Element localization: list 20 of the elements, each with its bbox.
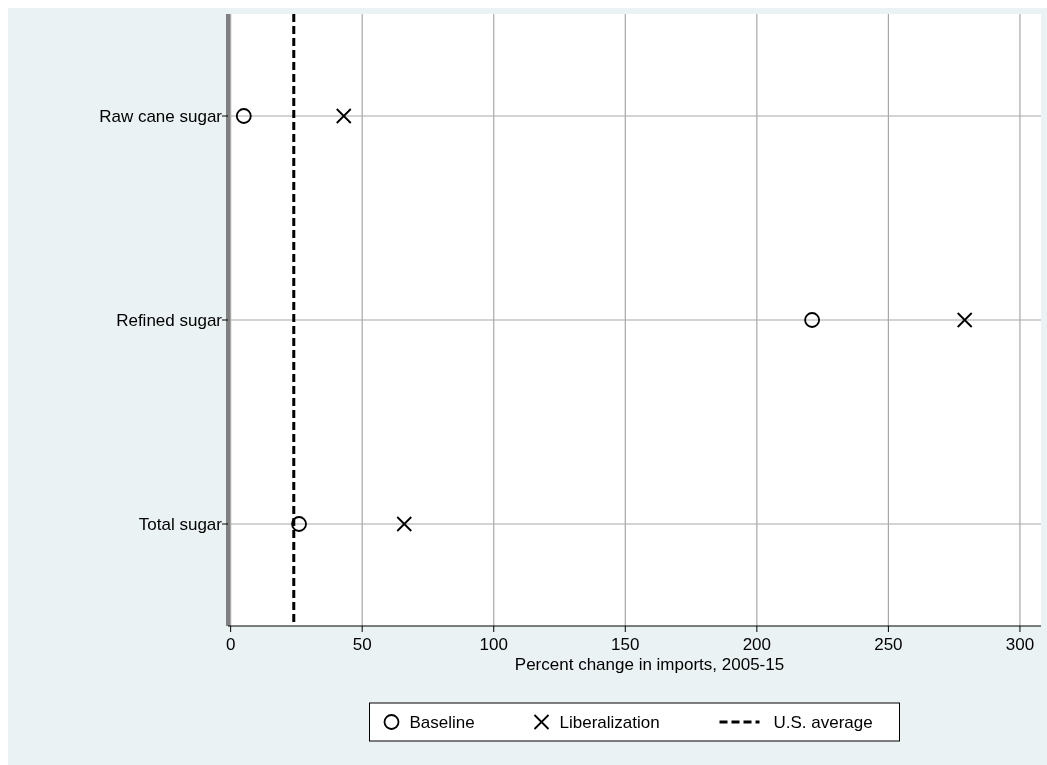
legend-label: Liberalization (559, 713, 660, 732)
x-axis-title: Percent change in imports, 2005-15 (514, 655, 785, 674)
x-tick-label: 0 (225, 635, 236, 654)
point (291, 516, 307, 532)
y-tick-label: Raw cane sugar (99, 107, 223, 126)
legend-label: Baseline (409, 713, 475, 732)
x-tick-label: 250 (874, 635, 903, 654)
y-tick-label: Total sugar (138, 515, 223, 534)
y-tick-label: Refined sugar (116, 311, 223, 330)
x-tick-label: 300 (1005, 635, 1035, 654)
point (235, 108, 252, 124)
x-tick-label: 100 (479, 635, 508, 654)
x-tick-label: 50 (352, 635, 372, 654)
point (956, 312, 973, 328)
legend-label: U.S. average (773, 713, 873, 732)
point (804, 312, 820, 328)
point (396, 516, 413, 532)
point (335, 108, 352, 124)
x-tick-label: 150 (611, 635, 640, 654)
x-tick-label: 200 (742, 635, 772, 654)
